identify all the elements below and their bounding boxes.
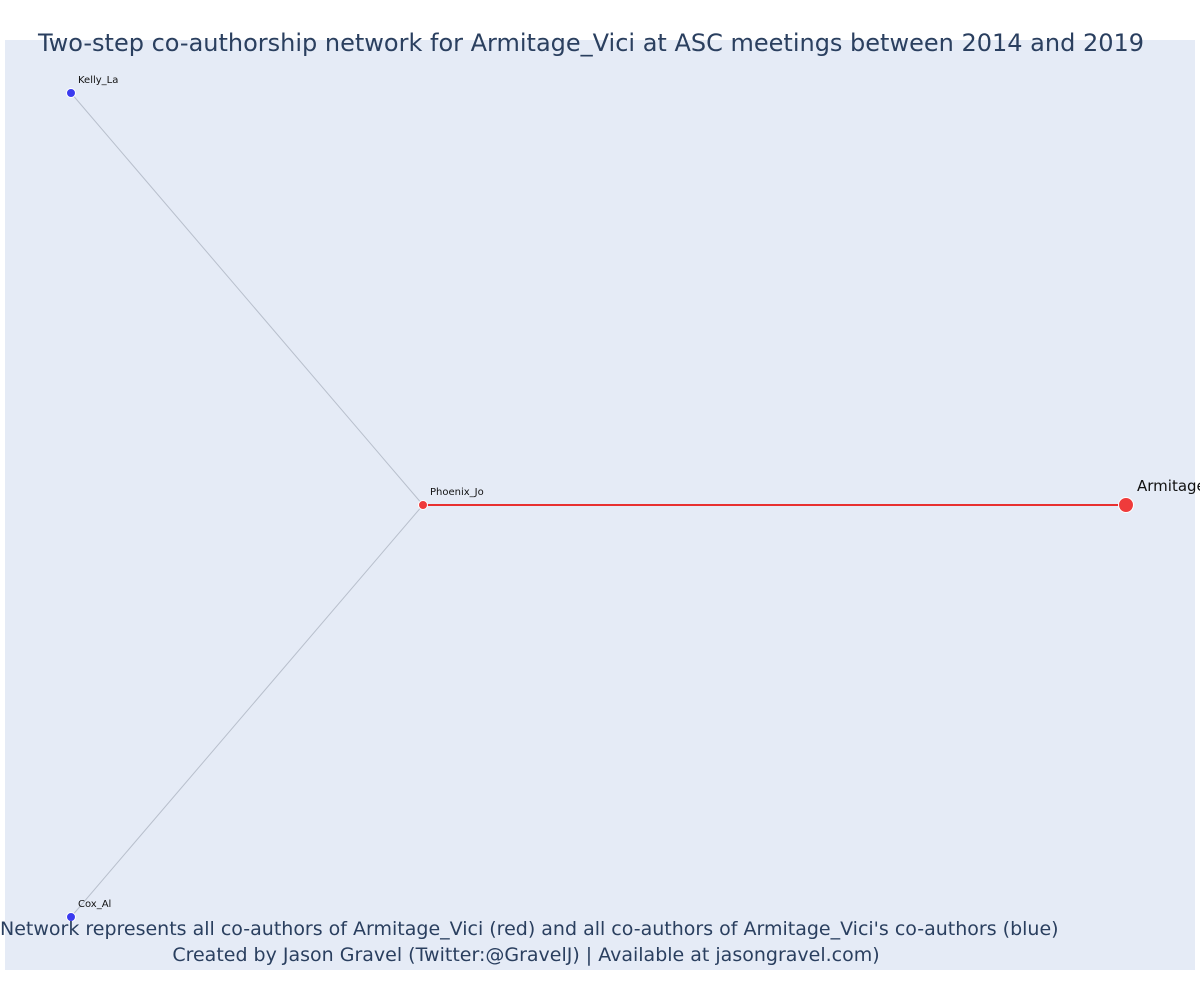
edges-layer [70, 92, 1126, 918]
node-label-kelly-la: Kelly_La [78, 75, 118, 86]
node-armitage-vici[interactable] [1118, 497, 1134, 513]
node-kelly-la[interactable] [66, 88, 76, 98]
node-label-armitage-vici: Armitage [1137, 477, 1200, 495]
caption-credit: Created by Jason Gravel (Twitter:@Gravel… [172, 944, 880, 966]
node-phoenix-jo[interactable] [418, 500, 428, 510]
node-label-phoenix-jo: Phoenix_Jo [430, 487, 484, 498]
node-label-cox-al: Cox_Al [78, 899, 111, 910]
labels-layer: Armitage Phoenix_Jo Kelly_La Cox_Al [78, 75, 1200, 910]
caption-description: Network represents all co-authors of Arm… [0, 918, 1059, 940]
nodes-layer [66, 88, 1134, 922]
chart-title: Two-step co-authorship network for Armit… [37, 29, 1145, 57]
edge-phoenix-jo-kelly-la [70, 92, 424, 506]
edge-phoenix-jo-cox-al [70, 504, 424, 918]
node-cox-al[interactable] [66, 912, 76, 922]
